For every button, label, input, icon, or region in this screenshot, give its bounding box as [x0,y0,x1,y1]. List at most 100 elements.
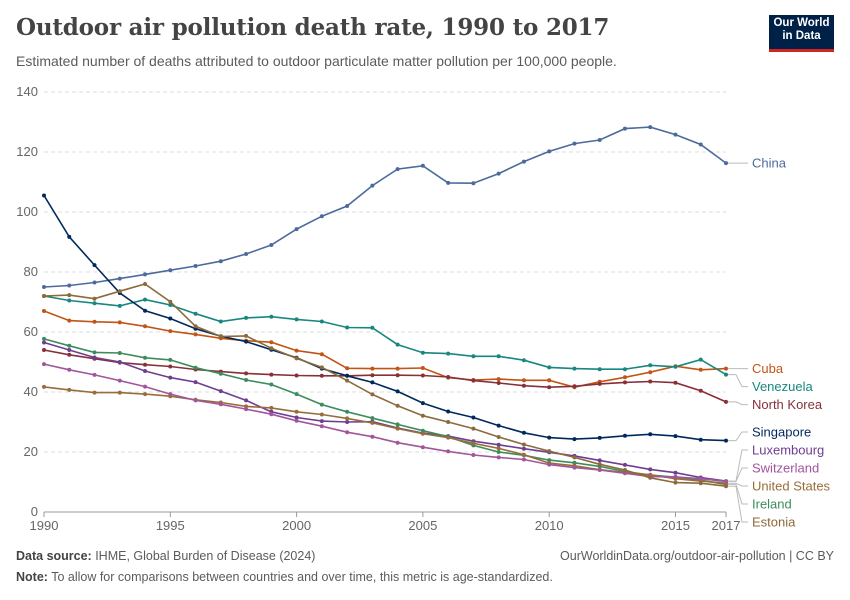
data-point-united-states [67,387,72,392]
series-label-china: China [752,156,787,171]
data-point-china [724,161,728,166]
data-point-singapore [92,263,97,268]
data-point-singapore [496,423,501,428]
data-point-cuba [370,366,375,371]
data-point-ireland [168,357,173,362]
data-point-north-korea [648,379,653,384]
data-point-switzerland [597,468,602,472]
data-point-estonia [244,333,249,338]
data-point-luxembourg [319,419,324,424]
logo-line-2: in Data [782,30,821,42]
data-point-cuba [496,377,501,382]
data-point-north-korea [446,375,451,379]
data-point-singapore [673,434,678,439]
data-point-china [547,149,552,154]
data-point-ireland [193,365,198,370]
data-point-ireland [67,343,72,348]
series-line-venezuela [43,295,727,376]
data-point-cuba [117,320,122,325]
data-point-venezuela [648,363,653,368]
data-point-ireland [42,336,46,341]
data-source: Data source: IHME, Global Burden of Dise… [16,549,315,563]
logo-line-1: Our World [773,17,830,29]
data-point-singapore [244,339,249,344]
data-point-luxembourg [673,470,678,475]
x-tick-label: 2005 [408,518,437,533]
data-point-china [168,268,173,273]
data-point-switzerland [42,362,46,367]
data-point-switzerland [572,465,577,470]
series-lines [42,125,728,489]
note-text: To allow for comparisons between countri… [47,570,553,584]
data-point-singapore [143,308,148,313]
data-point-ireland [218,371,223,376]
data-point-estonia [521,442,526,447]
source-url-link[interactable]: OurWorldinData.org/outdoor-air-pollution… [560,549,834,563]
data-point-switzerland [117,378,122,383]
data-point-north-korea [496,381,501,385]
data-point-united-states [319,412,324,417]
data-point-switzerland [168,392,173,397]
x-tick-label: 1995 [156,518,185,533]
data-point-estonia [597,462,602,467]
y-tick-label: 0 [31,504,38,519]
data-point-venezuela [395,342,400,347]
data-point-north-korea [269,372,274,377]
data-point-cuba [395,366,400,371]
data-point-estonia [648,475,653,480]
series-label-cuba: Cuba [752,361,784,376]
data-point-estonia [547,449,552,454]
y-tick-label: 100 [16,204,38,219]
y-tick-label: 120 [16,144,38,159]
data-point-cuba [67,318,72,323]
data-point-china [67,283,72,288]
data-source-label: Data source: [16,549,92,563]
data-point-venezuela [572,366,577,371]
data-point-china [319,214,324,219]
data-point-switzerland [370,434,375,439]
data-point-singapore [698,437,703,442]
data-point-estonia [572,455,577,460]
data-point-north-korea [420,373,425,378]
data-point-singapore [572,437,577,442]
data-point-cuba [193,332,198,337]
data-point-switzerland [193,398,198,403]
series-line-ireland [43,338,727,486]
data-point-china [648,125,653,130]
owid-logo[interactable]: Our World in Data [769,15,834,52]
label-connector-singapore [728,431,748,442]
data-point-united-states [92,390,97,395]
data-point-china [269,243,274,247]
x-tick-label: 2015 [661,518,690,533]
data-point-switzerland [446,449,451,454]
data-point-ireland [294,392,299,397]
data-point-venezuela [446,351,451,356]
data-point-venezuela [370,325,375,330]
data-point-ireland [370,416,375,421]
data-point-estonia [370,392,375,397]
data-source-text: IHME, Global Burden of Disease (2024) [91,549,316,563]
data-point-china [471,181,476,186]
data-point-luxembourg [597,458,602,463]
data-point-cuba [269,340,274,345]
logo-accent-bar [769,49,834,52]
data-point-estonia [345,378,350,383]
data-point-luxembourg [42,340,46,345]
data-point-switzerland [471,453,476,457]
data-point-estonia [420,413,425,418]
data-point-luxembourg [294,415,299,420]
data-point-china [622,126,627,131]
data-point-cuba [648,370,653,375]
label-connector-switzerland [728,467,748,482]
series-labels: China Cuba Venezuela North Korea Singapore Lu… [728,156,831,530]
series-label-ireland: Ireland [752,497,792,512]
data-point-cuba [345,366,350,371]
x-tick-label: 2017 [712,518,741,533]
data-point-luxembourg [92,355,97,360]
data-point-estonia [269,346,274,351]
data-point-cuba [168,329,173,334]
data-point-north-korea [168,364,173,369]
data-point-ireland [572,460,577,465]
x-tick-label: 2010 [535,518,564,533]
